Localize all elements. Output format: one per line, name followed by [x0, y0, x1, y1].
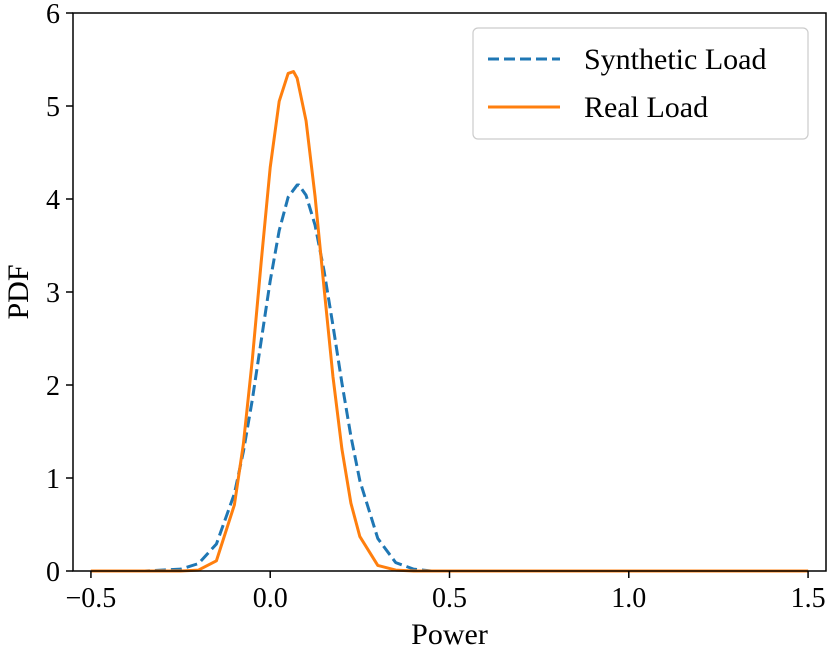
y-tick-label: 2 — [46, 371, 60, 402]
x-tick-label: 0.0 — [253, 583, 288, 614]
y-axis-label: PDF — [2, 264, 35, 319]
x-tick-label: 0.5 — [432, 583, 467, 614]
y-tick-label: 4 — [46, 185, 60, 216]
legend: Synthetic Load Real Load — [472, 27, 809, 140]
y-tick-label: 1 — [46, 464, 60, 495]
legend-label-synthetic-load: Synthetic Load — [584, 43, 766, 76]
legend-label-real-load: Real Load — [584, 91, 708, 124]
plot-layer — [90, 70, 809, 573]
y-tick-label: 6 — [46, 0, 60, 30]
y-tick-label: 5 — [46, 92, 60, 123]
x-ticks: −0.5 0.0 0.5 1.0 1.5 — [66, 571, 826, 614]
series-line-synthetic-load — [90, 183, 809, 573]
legend-box — [472, 27, 809, 140]
y-ticks: 0 1 2 3 4 5 6 — [46, 0, 73, 588]
x-tick-label: −0.5 — [66, 583, 117, 614]
series-line-real-load — [90, 70, 809, 573]
y-tick-label: 0 — [46, 557, 60, 588]
y-tick-label: 3 — [46, 278, 60, 309]
x-tick-label: 1.5 — [791, 583, 826, 614]
x-axis-label: Power — [411, 618, 488, 651]
x-tick-label: 1.0 — [611, 583, 646, 614]
